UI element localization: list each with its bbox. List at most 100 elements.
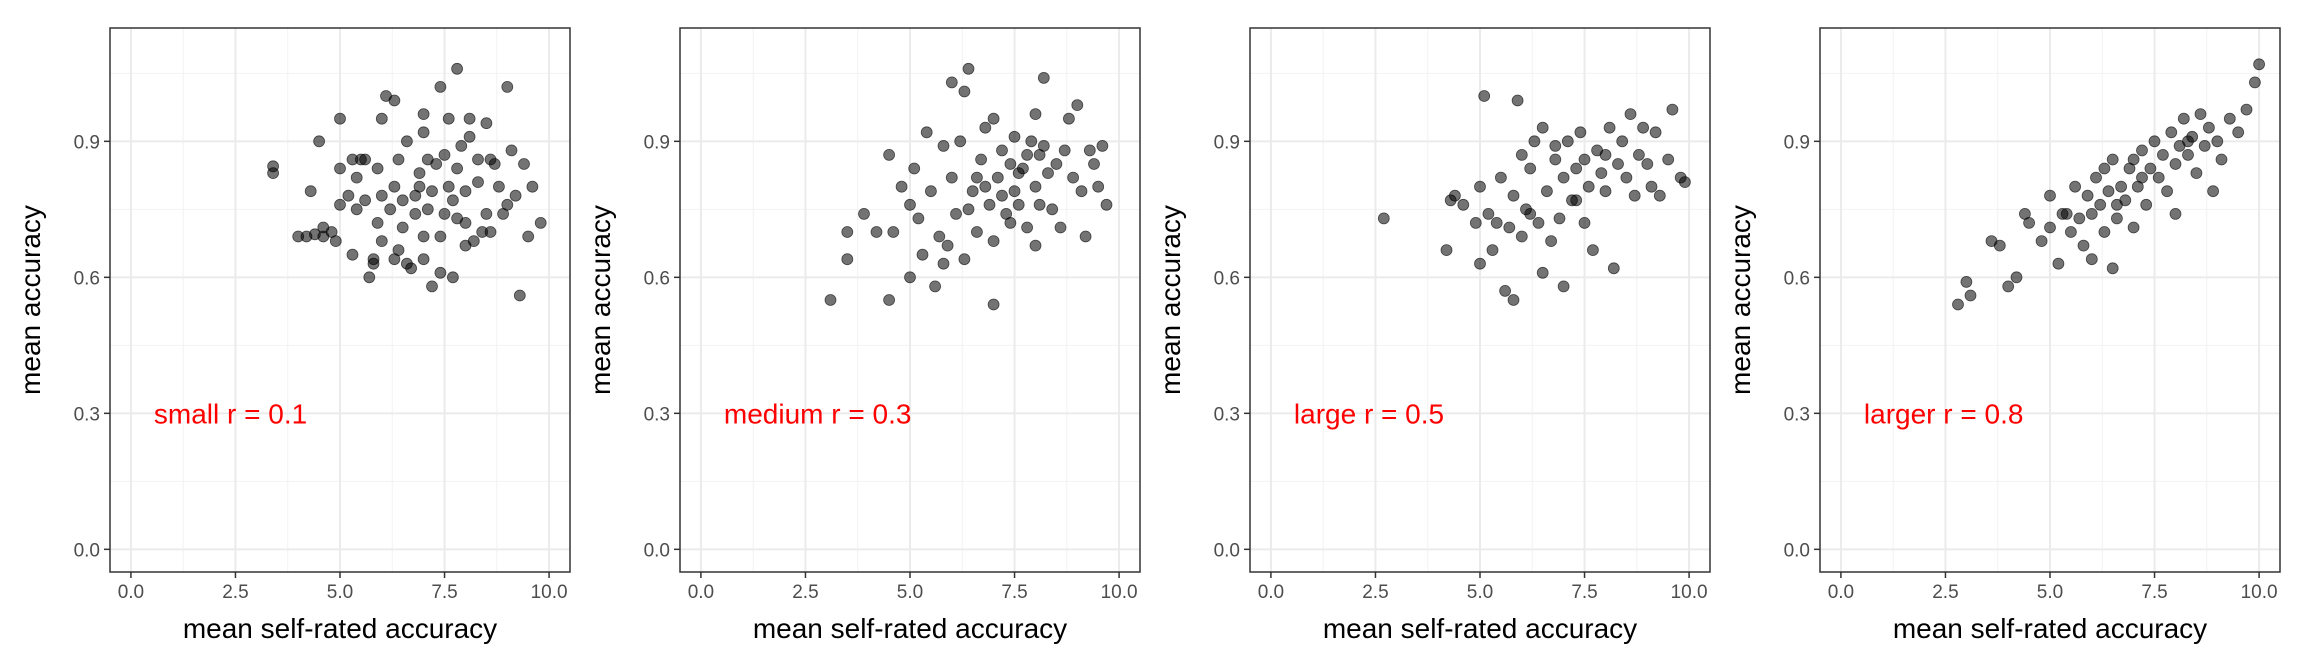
- data-point: [1649, 126, 1662, 139]
- data-point: [413, 167, 426, 180]
- x-tick-label: 7.5: [1571, 582, 1597, 603]
- data-point: [2165, 126, 2178, 139]
- data-point: [459, 185, 472, 198]
- y-tick-label: 0.3: [1214, 404, 1240, 425]
- data-point: [991, 171, 1004, 184]
- data-point: [1528, 135, 1541, 148]
- data-point: [434, 81, 447, 93]
- data-point: [1637, 121, 1649, 134]
- data-point: [962, 203, 975, 216]
- data-point: [2169, 207, 2182, 220]
- data-point: [971, 171, 983, 184]
- data-point: [1029, 108, 1042, 120]
- data-point: [421, 203, 434, 216]
- data-point: [426, 185, 438, 198]
- data-point: [1993, 239, 2006, 252]
- panel-4: 0.0 2.5 5.0 7.5 10.0 0.0 0.3 0.6 0.9 mean self-ra…: [1725, 27, 2281, 644]
- data-point: [1582, 180, 1595, 193]
- y-tick-label: 0.6: [644, 268, 670, 289]
- data-point: [2177, 112, 2190, 125]
- data-point: [363, 271, 376, 284]
- data-point: [1457, 198, 1470, 211]
- y-tick-label: 0.0: [644, 540, 670, 561]
- data-point: [1557, 171, 1570, 184]
- x-axis-title: mean self-rated accuracy: [753, 613, 1067, 644]
- x-tick-label: 5.0: [897, 582, 923, 603]
- data-point: [983, 198, 996, 211]
- data-point: [2148, 135, 2161, 148]
- data-point: [484, 226, 497, 238]
- data-point: [1469, 216, 1482, 229]
- correlation-annotation: small r = 0.1: [154, 398, 307, 429]
- data-point: [480, 207, 493, 220]
- data-point: [438, 207, 451, 220]
- data-point: [1603, 121, 1616, 134]
- data-point: [501, 198, 514, 211]
- data-point: [1054, 221, 1067, 234]
- data-point: [438, 148, 451, 161]
- data-point: [1063, 112, 1075, 125]
- correlation-annotation: larger r = 0.8: [1864, 398, 2024, 429]
- data-point: [2115, 180, 2128, 193]
- data-point: [1495, 171, 1507, 184]
- data-point: [1578, 216, 1591, 229]
- data-point: [1067, 171, 1079, 184]
- data-point: [350, 171, 363, 184]
- data-point: [2253, 58, 2266, 71]
- data-point: [442, 112, 455, 125]
- data-point: [904, 271, 916, 284]
- x-tick-label: 2.5: [792, 582, 818, 603]
- data-point: [945, 171, 958, 184]
- data-point: [1079, 230, 1092, 243]
- data-point: [417, 230, 430, 243]
- data-point: [1004, 216, 1017, 229]
- x-tick-label: 5.0: [327, 582, 353, 603]
- data-point: [359, 153, 372, 166]
- data-point: [929, 280, 941, 293]
- data-point: [526, 180, 539, 193]
- data-point: [367, 253, 380, 266]
- x-tick-label: 10.0: [1101, 582, 1138, 603]
- x-tick-label: 7.5: [2141, 582, 2167, 603]
- data-point: [2190, 167, 2203, 180]
- panel-1: 0.0 2.5 5.0 7.5 10.0 0.0 0.3 0.6 0.9 mean self-ra…: [15, 27, 571, 644]
- data-point: [2110, 198, 2123, 211]
- data-point: [446, 271, 459, 284]
- data-point: [384, 203, 397, 216]
- data-point: [396, 194, 409, 207]
- data-point: [513, 289, 526, 302]
- data-point: [1524, 162, 1537, 175]
- data-point: [1628, 189, 1641, 202]
- data-point: [350, 203, 363, 216]
- x-tick-label: 5.0: [2037, 582, 2063, 603]
- data-point: [451, 162, 464, 175]
- data-point: [2194, 108, 2207, 120]
- data-point: [334, 198, 346, 211]
- data-point: [371, 162, 384, 175]
- y-axis-title: mean accuracy: [1155, 205, 1186, 395]
- data-point: [2094, 198, 2107, 211]
- data-point: [1574, 126, 1587, 139]
- data-point: [1599, 185, 1612, 198]
- data-point: [522, 230, 535, 243]
- data-point: [1033, 148, 1046, 161]
- data-point: [883, 294, 895, 306]
- data-point: [2081, 189, 2094, 202]
- data-point: [1599, 148, 1612, 161]
- data-point: [1037, 72, 1050, 84]
- data-point: [451, 62, 464, 75]
- data-point: [472, 153, 484, 166]
- y-axis-title: mean accuracy: [1725, 205, 1756, 395]
- data-point: [455, 139, 468, 152]
- data-point: [996, 144, 1008, 157]
- y-tick-label: 0.9: [1214, 132, 1240, 153]
- data-point: [925, 185, 937, 198]
- data-point: [1587, 244, 1599, 257]
- data-point: [937, 139, 950, 152]
- data-point: [371, 216, 384, 229]
- y-tick-label: 0.6: [74, 268, 100, 289]
- data-point: [2232, 126, 2245, 139]
- data-point: [2073, 212, 2086, 225]
- data-point: [1377, 212, 1390, 225]
- y-tick-label: 0.9: [1784, 132, 1810, 153]
